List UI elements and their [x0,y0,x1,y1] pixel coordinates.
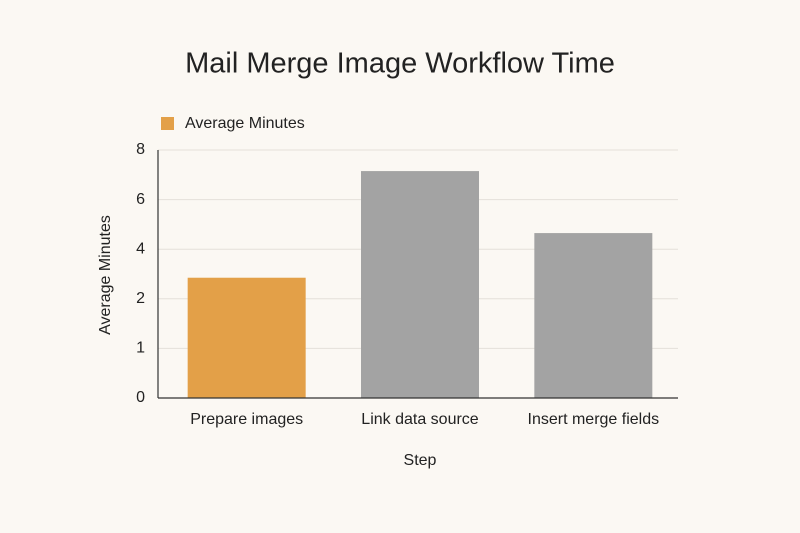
y-tick-label: 0 [136,389,145,406]
bar [361,171,479,398]
y-tick-label: 6 [136,191,145,208]
y-tick-label: 4 [136,240,145,257]
x-tick-label: Link data source [361,411,479,428]
y-tick-label: 8 [136,141,145,158]
chart-title: Mail Merge Image Workflow Time [185,48,615,80]
x-tick-label: Prepare images [190,411,303,428]
x-axis-label: Step [404,452,437,469]
legend-swatch [161,117,174,130]
x-tick-label: Insert merge fields [528,411,660,428]
bar [187,277,306,398]
y-tick-label: 1 [136,340,145,357]
y-axis-label: Average Minutes [97,215,114,335]
legend-label: Average Minutes [185,115,305,132]
y-tick-label: 2 [136,290,145,307]
bar [534,233,653,398]
